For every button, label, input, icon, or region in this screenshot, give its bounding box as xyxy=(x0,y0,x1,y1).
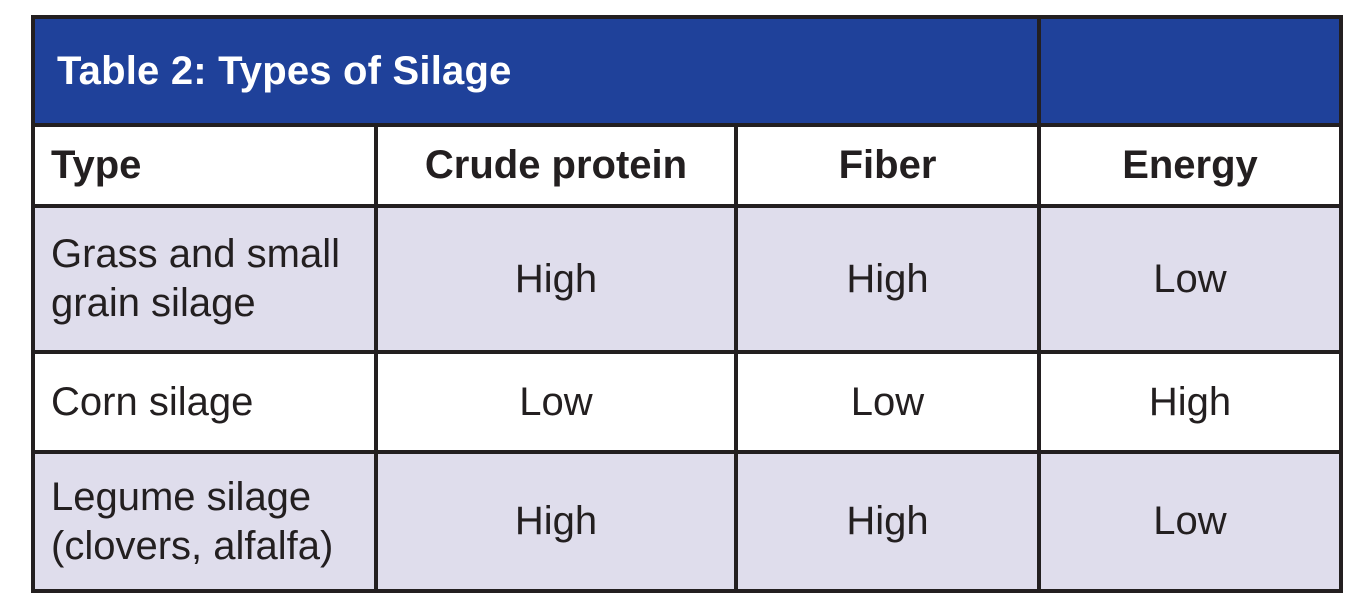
table-title: Table 2: Types of Silage xyxy=(31,15,1041,127)
table-row: Grass and small grain silage High High L… xyxy=(31,204,1343,354)
cell-type: Grass and small grain silage xyxy=(31,204,378,354)
cell-crude-protein: Low xyxy=(374,350,738,454)
cell-type: Corn silage xyxy=(31,350,378,454)
table-row: Legume silage (clovers, alfalfa) High Hi… xyxy=(31,450,1343,593)
silage-table: Table 2: Types of Silage Type Crude prot… xyxy=(31,15,1343,593)
col-header-crude-protein: Crude protein xyxy=(374,123,738,208)
cell-crude-protein: High xyxy=(374,204,738,354)
cell-energy: High xyxy=(1037,350,1343,454)
col-header-energy: Energy xyxy=(1037,123,1343,208)
column-header-row: Type Crude protein Fiber Energy xyxy=(31,123,1343,208)
cell-fiber: Low xyxy=(734,350,1041,454)
cell-energy: Low xyxy=(1037,204,1343,354)
col-header-fiber: Fiber xyxy=(734,123,1041,208)
title-spacer-cell xyxy=(1037,15,1343,127)
cell-fiber: High xyxy=(734,450,1041,593)
cell-type: Legume silage (clovers, alfalfa) xyxy=(31,450,378,593)
cell-crude-protein: High xyxy=(374,450,738,593)
cell-fiber: High xyxy=(734,204,1041,354)
table-row: Corn silage Low Low High xyxy=(31,350,1343,454)
col-header-type: Type xyxy=(31,123,378,208)
cell-energy: Low xyxy=(1037,450,1343,593)
table-title-row: Table 2: Types of Silage xyxy=(31,15,1343,127)
